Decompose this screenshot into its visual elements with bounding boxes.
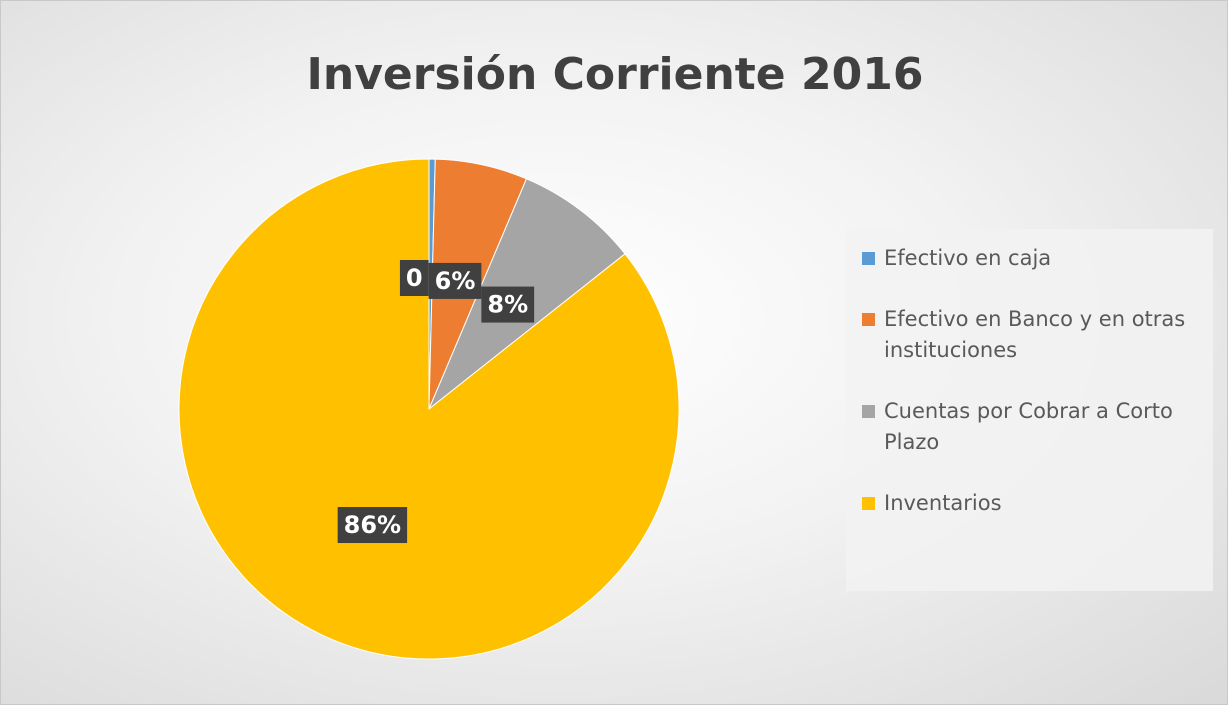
data-label: 86%	[337, 507, 408, 544]
data-label: 0	[399, 260, 429, 297]
data-label-text: 0	[406, 264, 423, 292]
legend-swatch	[862, 252, 875, 265]
legend: Efectivo en caja Efectivo en Banco y en o…	[846, 229, 1213, 591]
data-label-text: 6%	[435, 267, 476, 295]
chart-title: Inversión Corriente 2016	[307, 49, 924, 100]
legend-swatch	[862, 497, 875, 510]
data-label-box	[428, 262, 482, 299]
legend-swatch	[862, 405, 875, 418]
data-label: 6%	[428, 262, 482, 299]
legend-entry: Cuentas por Cobrar a Corto Plazo	[862, 396, 1201, 458]
data-label: 8%	[481, 286, 535, 323]
legend-label: Inventarios	[884, 491, 1002, 515]
data-label-box	[481, 286, 535, 323]
legend-entry: Efectivo en Banco y en otras institucion…	[862, 304, 1201, 366]
legend-label: Cuentas por Cobrar a Corto Plazo	[884, 399, 1173, 454]
pie-slice	[178, 158, 680, 660]
legend-label: Efectivo en caja	[884, 246, 1052, 270]
data-label-text: 8%	[487, 291, 528, 319]
legend-label: Efectivo en Banco y en otras institucion…	[884, 307, 1186, 362]
data-label-text: 86%	[344, 511, 401, 539]
data-label-box	[337, 507, 408, 544]
legend-swatch	[862, 313, 875, 326]
legend-entry: Inventarios	[862, 488, 1201, 519]
legend-entry: Efectivo en caja	[862, 243, 1201, 274]
data-label-box	[399, 260, 429, 297]
